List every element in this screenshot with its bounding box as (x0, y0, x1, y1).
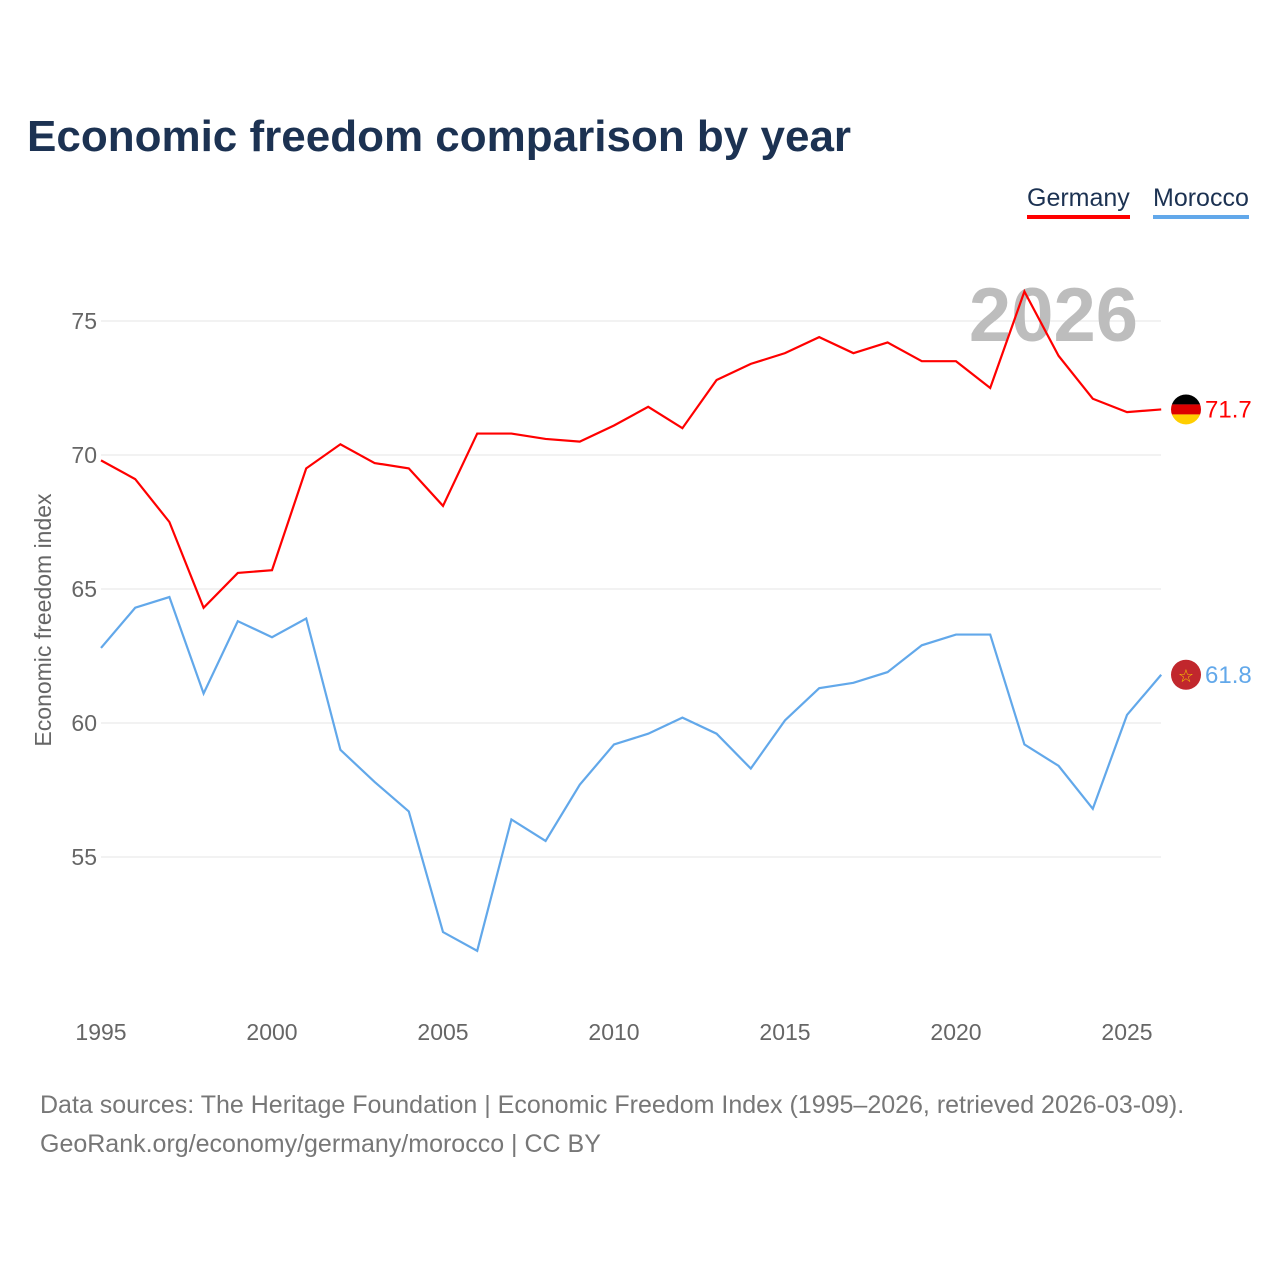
end-value-label: 71.7 (1205, 396, 1252, 423)
x-tick-label: 2000 (246, 1019, 297, 1045)
germany-flag-icon (1171, 414, 1201, 425)
y-tick-label: 55 (71, 844, 97, 870)
morocco-flag-icon (1171, 659, 1201, 690)
legend-morocco[interactable]: Morocco (1153, 184, 1249, 219)
germany-flag-icon (1171, 404, 1201, 415)
y-axis-label: Economic freedom index (30, 493, 56, 747)
x-tick-label: 2010 (588, 1019, 639, 1045)
series-line-germany (100, 288, 1162, 610)
y-tick-label: 75 (71, 308, 97, 334)
y-tick-label: 65 (71, 576, 97, 602)
y-tick-label: 70 (71, 442, 97, 468)
source-line-1: Data sources: The Heritage Foundation | … (40, 1091, 1185, 1119)
source-line-2[interactable]: GeoRank.org/economy/germany/morocco | CC… (40, 1130, 601, 1158)
germany-flag-icon (1171, 394, 1201, 405)
x-tick-label: 2015 (759, 1019, 810, 1045)
end-value-label: 61.8 (1205, 662, 1252, 689)
source-note: Data sources: The Heritage Foundation | … (40, 1086, 1184, 1164)
x-tick-label: 2020 (930, 1019, 981, 1045)
x-tick-label: 2005 (417, 1019, 468, 1045)
series-line-morocco (100, 595, 1163, 953)
legend-germany[interactable]: Germany (1027, 184, 1130, 219)
chart-title: Economic freedom comparison by year (27, 112, 852, 161)
y-tick-label: 60 (71, 710, 97, 736)
morocco-star-icon: ☆ (1178, 666, 1194, 687)
x-tick-label: 2025 (1101, 1019, 1152, 1045)
x-tick-label: 1995 (75, 1019, 126, 1045)
